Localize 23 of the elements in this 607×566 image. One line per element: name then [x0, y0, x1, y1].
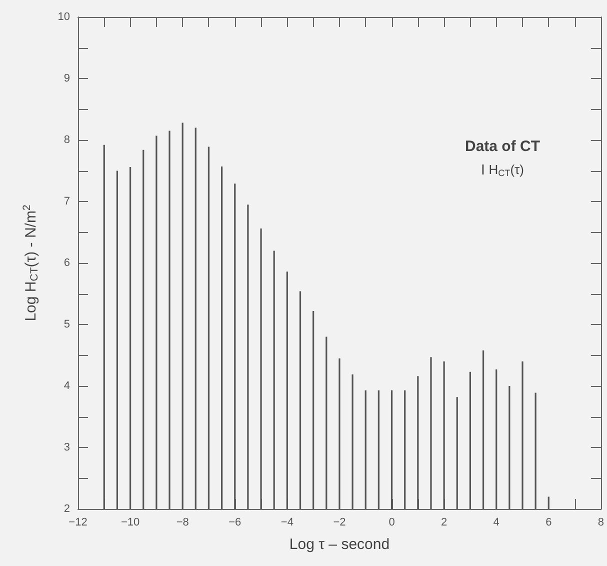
x-tick-label: −6 [228, 516, 242, 528]
y-tick-label: 6 [64, 257, 70, 269]
x-tick-label: 6 [546, 516, 552, 528]
x-tick-label: 4 [493, 516, 500, 528]
x-tick-label: −4 [280, 516, 294, 528]
y-tick-label: 10 [58, 11, 70, 23]
x-tick-label: 2 [440, 516, 448, 528]
y-tick-label: 8 [64, 134, 70, 146]
x-tick-label: −10 [120, 516, 140, 528]
y-tick-label: 9 [64, 72, 70, 84]
y-tick-label: 3 [64, 442, 70, 454]
x-tick-label: −8 [176, 516, 189, 528]
y-tick-label: 4 [64, 380, 70, 392]
y-tick-label: 2 [64, 503, 70, 515]
y-axis-title: Log HCT(τ) - N/m2 [21, 204, 40, 322]
x-tick-label: 0 [388, 516, 395, 528]
y-tick-label: 5 [64, 318, 70, 330]
y-tick-label: 7 [64, 196, 70, 208]
legend-title: Data of CT [465, 138, 540, 155]
x-tick-label: 8 [598, 516, 604, 528]
x-tick-label: −2 [333, 516, 346, 528]
x-axis-title: Log τ – second [289, 536, 390, 553]
x-tick-label: −12 [68, 516, 88, 528]
